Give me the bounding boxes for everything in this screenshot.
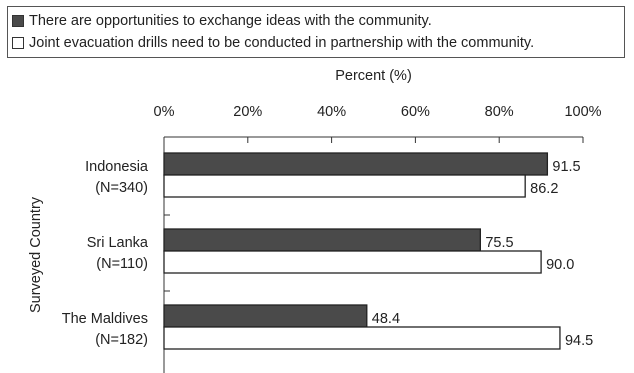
bar-value-label: 86.2 [530,181,558,197]
x-tick-label: 20% [233,104,262,120]
x-tick-label: 80% [485,104,514,120]
category-label: Sri Lanka [87,235,149,251]
x-tick-label: 60% [401,104,430,120]
bar-value-label: 91.5 [552,159,580,175]
legend-label-exchange-ideas: There are opportunities to exchange idea… [29,13,432,29]
legend: There are opportunities to exchange idea… [7,6,625,58]
x-tick-label: 40% [317,104,346,120]
category-n-label: (N=110) [96,256,148,272]
bar-value-label: 94.5 [565,333,593,349]
legend-label-joint-drills: Joint evacuation drills need to be condu… [29,35,535,51]
category-label: The Maldives [62,311,148,327]
bar [163,228,481,252]
bar-value-label: 75.5 [485,235,513,251]
bar-value-label: 90.0 [546,257,574,273]
legend-swatch-white [12,37,24,49]
category-n-label: (N=182) [95,332,148,348]
y-axis-title: Surveyed Country [28,196,44,313]
legend-swatch-dark [12,15,24,27]
bar [163,326,561,350]
bar [163,250,542,274]
bar-value-label: 48.4 [372,311,400,327]
x-axis-title: Percent (%) [335,68,412,84]
bar [163,304,368,328]
category-n-label: (N=340) [95,180,148,196]
bar [163,152,549,176]
legend-item-joint-drills: Joint evacuation drills need to be condu… [12,32,624,54]
legend-item-exchange-ideas: There are opportunities to exchange idea… [12,10,624,32]
category-label: Indonesia [85,159,149,175]
x-tick-label: 0% [154,104,175,120]
bar [163,174,526,198]
x-tick-label: 100% [564,104,601,120]
